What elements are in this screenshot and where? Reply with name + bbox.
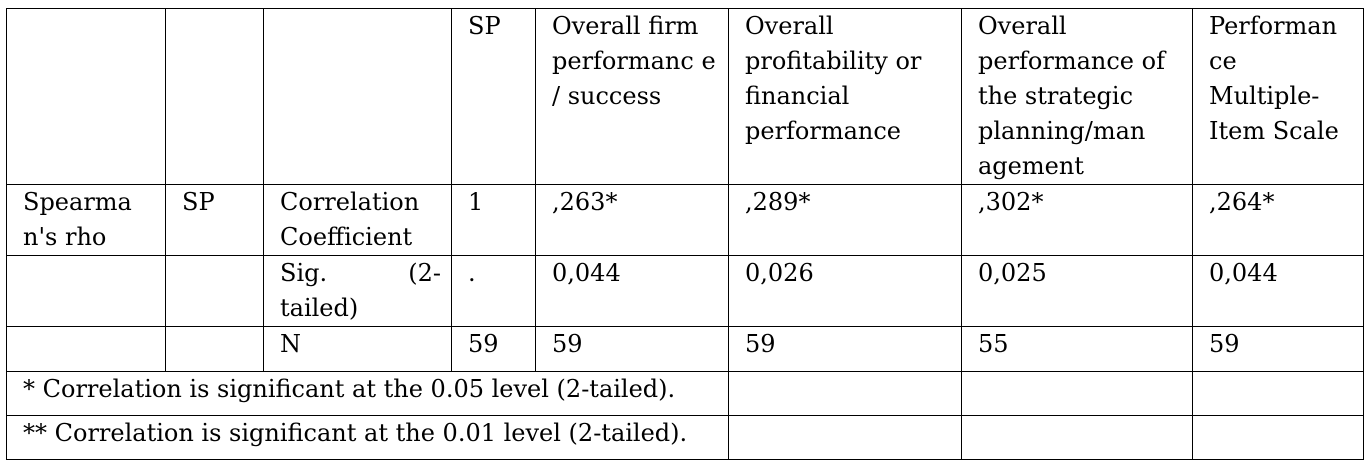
cell-value: 59	[535, 326, 729, 372]
cell-empty	[1192, 415, 1364, 460]
footnote-significance-005: * Correlation is significant at the 0.05…	[6, 371, 729, 416]
cell-variable: SP	[165, 184, 264, 256]
cell-empty	[6, 326, 166, 372]
header-cell-empty-1	[6, 8, 166, 185]
header-overall-strategic-planning: Overall performance of the strategic pla…	[961, 8, 1193, 185]
table-row-n: N 59 59 59 55 59	[6, 326, 1364, 372]
cell-stat-significance: Sig. (2- tailed)	[263, 255, 452, 327]
cell-test-name: Spearma n's rho	[6, 184, 166, 256]
cell-empty	[961, 371, 1193, 416]
header-overall-firm-performance: Overall firm performanc e / success	[535, 8, 729, 185]
cell-empty	[165, 255, 264, 327]
header-overall-profitability: Overall profitability or financial perfo…	[728, 8, 962, 185]
header-sp: SP	[451, 8, 536, 185]
sig-label-line-2: tailed)	[280, 294, 359, 322]
cell-empty	[961, 415, 1193, 460]
cell-value: ,302*	[961, 184, 1193, 256]
cell-empty	[1192, 371, 1364, 416]
sig-label-line-1: Sig. (2-	[280, 259, 441, 287]
cell-sp-n: 59	[451, 326, 536, 372]
cell-value: ,264*	[1192, 184, 1364, 256]
cell-stat-correlation: Correlation Coefficient	[263, 184, 452, 256]
header-cell-empty-3	[263, 8, 452, 185]
cell-empty	[728, 415, 962, 460]
table-row-note-2: ** Correlation is significant at the 0.0…	[6, 415, 1364, 460]
correlation-table: SP Overall firm performanc e / success O…	[6, 8, 1364, 460]
cell-value: 0,026	[728, 255, 962, 327]
cell-empty	[6, 255, 166, 327]
cell-empty	[728, 371, 962, 416]
header-performance-multiple-item-scale: Performan ce Multiple-Item Scale	[1192, 8, 1364, 185]
cell-value: 0,044	[1192, 255, 1364, 327]
table-row-significance: Sig. (2- tailed) . 0,044 0,026 0,025 0,0…	[6, 255, 1364, 327]
table-row-correlation: Spearma n's rho SP Correlation Coefficie…	[6, 184, 1364, 256]
cell-empty	[165, 326, 264, 372]
footnote-significance-001: ** Correlation is significant at the 0.0…	[6, 415, 729, 460]
cell-stat-n: N	[263, 326, 452, 372]
cell-value: 0,044	[535, 255, 729, 327]
cell-value: 59	[1192, 326, 1364, 372]
cell-value: 0,025	[961, 255, 1193, 327]
cell-value: ,263*	[535, 184, 729, 256]
cell-value: 55	[961, 326, 1193, 372]
table-row-note-1: * Correlation is significant at the 0.05…	[6, 371, 1364, 416]
cell-sp-correlation: 1	[451, 184, 536, 256]
header-cell-empty-2	[165, 8, 264, 185]
header-row: SP Overall firm performanc e / success O…	[6, 8, 1364, 185]
cell-value: 59	[728, 326, 962, 372]
cell-value: ,289*	[728, 184, 962, 256]
correlation-table-container: SP Overall firm performanc e / success O…	[6, 8, 1364, 460]
cell-sp-significance: .	[451, 255, 536, 327]
